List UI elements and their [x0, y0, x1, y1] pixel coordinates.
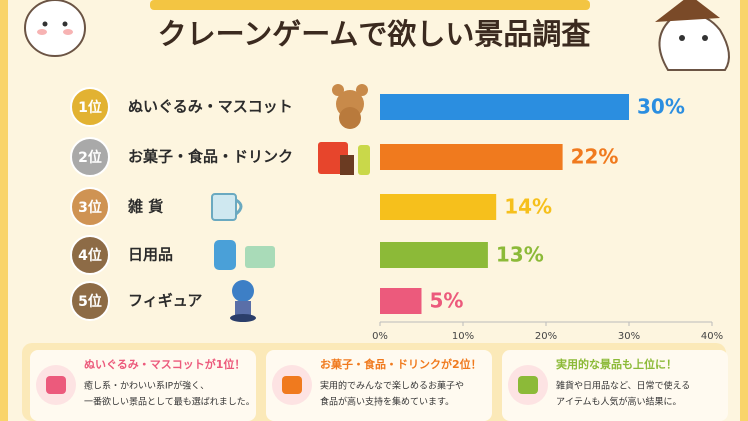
mascot-right [655, 0, 730, 71]
chart-title: クレーンゲームで欲しい景品調査 [158, 17, 591, 51]
card [502, 350, 728, 421]
mascot-left [24, 0, 86, 57]
category-label: 雑 貨 [127, 198, 163, 216]
card-text: 癒し系・かわいい系IPが強く、 [84, 380, 209, 392]
card-icon-mark [46, 376, 66, 394]
rank-label: 3位 [78, 199, 102, 216]
cards: ぬいぐるみ・マスコットが1位！ 癒し系・かわいい系IPが強く、一番欲しい景品として… [22, 343, 728, 421]
icon-figure [230, 280, 256, 322]
value-label: 5% [430, 289, 464, 313]
x-tick-label: 10% [452, 331, 474, 342]
card [266, 350, 492, 421]
icon-snack [318, 142, 370, 175]
rank-badge [70, 187, 110, 227]
rank-label: 1位 [78, 99, 102, 116]
value-label: 30% [637, 95, 685, 119]
top-ribbon [150, 0, 590, 10]
rank-label: 5位 [78, 293, 102, 310]
x-tick-label: 40% [701, 331, 723, 342]
x-tick-label: 0% [372, 331, 388, 342]
value-label: 13% [496, 243, 544, 267]
category-label: お菓子・食品・ドリンク [128, 148, 293, 166]
rank-badge [70, 87, 110, 127]
card-text: 実用的でみんなで楽しめるお菓子や [320, 380, 464, 392]
card-title: 実用的な景品も上位に！ [556, 357, 677, 371]
category-label: 日用品 [128, 246, 173, 264]
card-icon-mark [518, 376, 538, 394]
rank-label: 4位 [78, 247, 102, 264]
card-title: ぬいぐるみ・マスコットが1位！ [84, 357, 245, 371]
rank-badge [70, 281, 110, 321]
bar [380, 94, 629, 120]
value-label: 14% [504, 195, 552, 219]
x-tick-label: 30% [618, 331, 640, 342]
rank-badge [70, 137, 110, 177]
bar [380, 194, 497, 220]
icon-bear [332, 84, 368, 129]
bar [380, 288, 422, 314]
card [30, 350, 256, 421]
category-label: フィギュア [128, 292, 202, 310]
card-text: 一番欲しい景品として最も選ばれました。 [84, 396, 255, 408]
card-text: 雑貨や日用品など、日常で使える [556, 380, 690, 392]
category-label: ぬいぐるみ・マスコット [128, 98, 293, 116]
icon-daily [214, 240, 275, 270]
card-text: 食品が高い支持を集めています。 [320, 396, 454, 408]
icon-mug [211, 193, 243, 221]
value-label: 22% [571, 145, 619, 169]
rank-label: 2位 [78, 149, 102, 166]
bar [380, 242, 488, 268]
x-tick-label: 20% [535, 331, 557, 342]
chart: 0% 10% 20% 30% 40% 1位 ぬいぐるみ・マスコット 30% 2位 お菓子・食品・ド… [70, 87, 723, 342]
card-title: お菓子・食品・ドリンクが2位！ [320, 357, 482, 371]
bar [380, 144, 563, 170]
card-text: アイテムも人気が高い結果に。 [556, 396, 682, 408]
card-icon-mark [282, 376, 302, 394]
rank-badge [70, 235, 110, 275]
